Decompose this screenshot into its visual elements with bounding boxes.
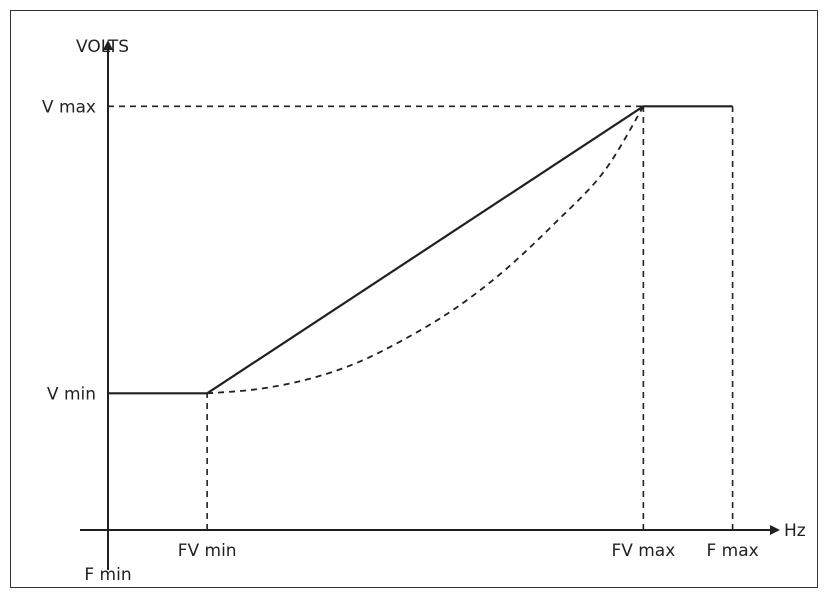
x-tick-label: FV min [178, 541, 237, 561]
y-tick-label: V min [47, 384, 96, 404]
series-line-dashed [207, 105, 645, 395]
series-line-solid [108, 105, 733, 395]
x-tick-label: FV max [611, 541, 675, 561]
chart-frame [10, 10, 818, 588]
y-tick-label: V max [42, 97, 96, 117]
x-tick-label: F max [706, 541, 758, 561]
x-tick-label: F min [84, 565, 131, 585]
guide-lines [108, 105, 734, 530]
x-axis-label: Hz [784, 521, 806, 541]
y-axis-label: VOLTS [76, 37, 129, 57]
series-group [108, 105, 733, 395]
